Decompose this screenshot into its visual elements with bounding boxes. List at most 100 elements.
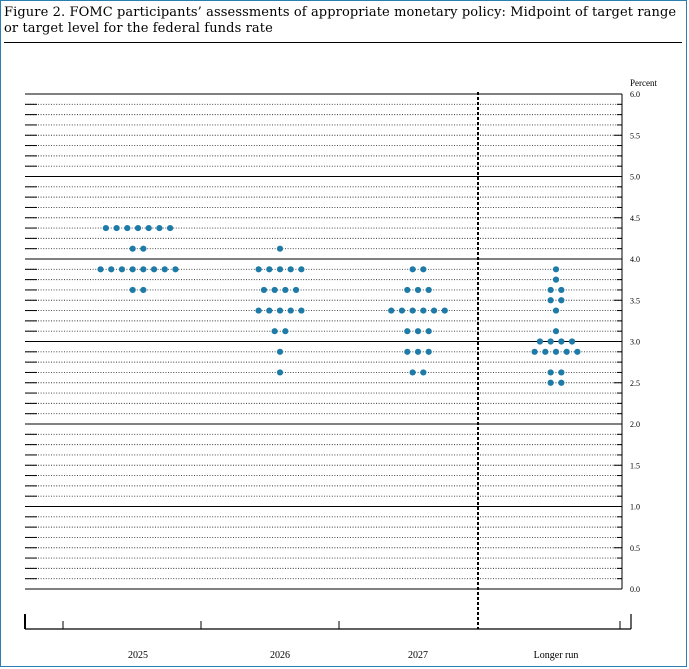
- participant-dot: [547, 379, 554, 386]
- participant-dot: [409, 369, 416, 376]
- participant-dot: [276, 245, 284, 252]
- participant-dot: [568, 338, 576, 345]
- participant-dot: [404, 286, 411, 294]
- x-tick-label: 2025: [128, 650, 148, 661]
- participant-dot: [118, 266, 126, 273]
- title-rule: [4, 42, 682, 43]
- participant-dot: [558, 369, 565, 376]
- participant-dot: [266, 307, 273, 314]
- participant-dot: [430, 307, 438, 314]
- participant-dot: [425, 348, 432, 355]
- participant-dot: [552, 348, 560, 355]
- participant-dot: [282, 286, 289, 294]
- participant-dot: [129, 266, 136, 273]
- participant-dot: [134, 224, 142, 232]
- participant-dot: [271, 328, 278, 335]
- participant-dot: [97, 266, 104, 273]
- participant-dot: [552, 307, 560, 314]
- x-tick-label: Longer run: [534, 650, 579, 661]
- participant-dot: [420, 266, 427, 273]
- participant-dot: [414, 348, 422, 355]
- y-tick-label: 1.5: [630, 461, 640, 470]
- participant-dot: [298, 307, 305, 314]
- participant-dot: [266, 266, 273, 273]
- y-tick-label: 5.5: [630, 131, 640, 140]
- participant-dot: [547, 286, 554, 294]
- figure-title: Figure 2. FOMC participants’ assessments…: [4, 5, 677, 36]
- participant-dot: [276, 369, 284, 376]
- participant-dot: [558, 297, 565, 304]
- participant-dot: [441, 307, 448, 314]
- participant-dot: [140, 286, 147, 294]
- y-tick-label: 5.0: [630, 173, 640, 182]
- participant-dot: [552, 266, 560, 273]
- participant-dot: [255, 307, 262, 314]
- participant-dot: [298, 266, 305, 273]
- participant-dot: [409, 266, 416, 273]
- participant-dot: [276, 348, 284, 355]
- participant-dot: [287, 307, 294, 314]
- participant-dot: [129, 245, 136, 252]
- participant-dot: [145, 224, 152, 232]
- participant-dot: [531, 348, 538, 355]
- participant-dot: [271, 286, 278, 294]
- participant-dot: [558, 338, 565, 345]
- participant-dot: [108, 266, 115, 273]
- participant-dot: [547, 338, 554, 345]
- participant-dot: [420, 307, 427, 314]
- participant-dot: [563, 348, 570, 355]
- participant-dot: [404, 328, 411, 335]
- participant-dot: [282, 328, 289, 335]
- participant-dot: [140, 266, 147, 273]
- participant-dot: [425, 286, 432, 294]
- y-tick-label: 4.0: [630, 255, 640, 264]
- participant-dot: [414, 328, 422, 335]
- participant-dot: [276, 307, 284, 314]
- participant-dot: [287, 266, 294, 273]
- participant-dot: [547, 297, 554, 304]
- participant-dot: [388, 307, 395, 314]
- participant-dot: [552, 328, 560, 335]
- participant-dot: [156, 224, 163, 232]
- y-tick-label: 3.0: [630, 338, 640, 347]
- y-tick-label: 1.0: [630, 503, 640, 512]
- participant-dot: [172, 266, 179, 273]
- participant-dot: [124, 224, 131, 232]
- participant-dot: [276, 266, 284, 273]
- participant-dot: [260, 286, 268, 294]
- participant-dot: [167, 224, 174, 232]
- participant-dot: [398, 307, 406, 314]
- y-axis-label: Percent: [630, 78, 657, 88]
- participant-dot: [255, 266, 262, 273]
- participant-dot: [542, 348, 549, 355]
- participant-dot: [404, 348, 411, 355]
- x-tick-label: 2026: [270, 650, 290, 661]
- participant-dot: [129, 286, 136, 294]
- participant-dot: [409, 307, 416, 314]
- y-tick-label: 2.5: [630, 379, 640, 388]
- participant-dot: [161, 266, 168, 273]
- y-tick-label: 4.5: [630, 214, 640, 223]
- participant-dot: [414, 286, 422, 294]
- participant-dot: [425, 328, 432, 335]
- y-tick-label: 2.0: [630, 420, 640, 429]
- y-tick-label: 0.5: [630, 544, 640, 553]
- y-tick-label: 6.0: [630, 90, 640, 99]
- participant-dot: [150, 266, 158, 273]
- participant-dot: [547, 369, 554, 376]
- participant-dot: [102, 224, 109, 232]
- participant-dot: [113, 224, 120, 232]
- participant-dot: [574, 348, 581, 355]
- participant-dot: [420, 369, 427, 376]
- x-tick-label: 2027: [408, 650, 428, 661]
- participant-dot: [558, 286, 565, 294]
- participant-dot: [558, 379, 565, 386]
- y-tick-label: 3.5: [630, 296, 640, 305]
- y-tick-label: 0.0: [630, 585, 640, 594]
- participant-dot: [552, 276, 560, 283]
- participant-dot: [140, 245, 147, 252]
- participant-dot: [536, 338, 544, 345]
- participant-dot: [292, 286, 300, 294]
